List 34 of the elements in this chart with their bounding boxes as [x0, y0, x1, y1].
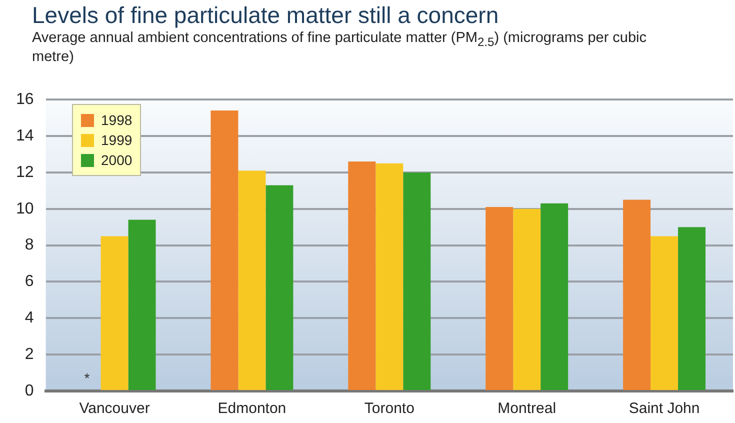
bar: [623, 200, 651, 390]
y-tick-label: 12: [16, 164, 34, 181]
y-tick-label: 2: [24, 346, 34, 363]
bar: [100, 236, 128, 390]
y-tick-label: 14: [16, 127, 34, 144]
bar: [376, 163, 404, 390]
bar: [128, 220, 156, 390]
bar: [678, 227, 706, 390]
x-tick-label: Edmonton: [218, 400, 286, 418]
y-tick-label: 6: [24, 273, 34, 290]
y-tick-label: 4: [24, 310, 34, 327]
x-tick-label: Montreal: [498, 400, 556, 418]
legend-label: 2000: [101, 152, 132, 168]
bar: [650, 236, 678, 390]
text: Average annual ambient concentrations of fine particulate matter (PM$_{2.5}$) (micrograms per cubic metre): [32, 30, 647, 65]
bar: [540, 203, 568, 390]
legend-label: 1999: [101, 132, 132, 148]
bar: [486, 207, 514, 390]
annotation: *: [84, 370, 90, 386]
bar: [348, 162, 376, 390]
y-tick-label: 16: [16, 91, 34, 108]
bar: [238, 170, 266, 390]
legend-label: 1998: [101, 112, 132, 128]
bar: [266, 185, 294, 390]
y-tick-label: 8: [24, 236, 34, 254]
chart-title: Levels of fine particulate matter still a concern: [32, 2, 499, 29]
x-tick-label: Toronto: [364, 400, 414, 418]
y-tick-label: 0: [24, 382, 34, 400]
bar: [403, 172, 431, 390]
y-tick-label: 10: [16, 200, 34, 218]
x-tick-label: Saint John: [628, 400, 700, 418]
bar: [210, 110, 238, 390]
x-tick-label: Vancouver: [79, 400, 150, 418]
bar: [513, 208, 541, 390]
